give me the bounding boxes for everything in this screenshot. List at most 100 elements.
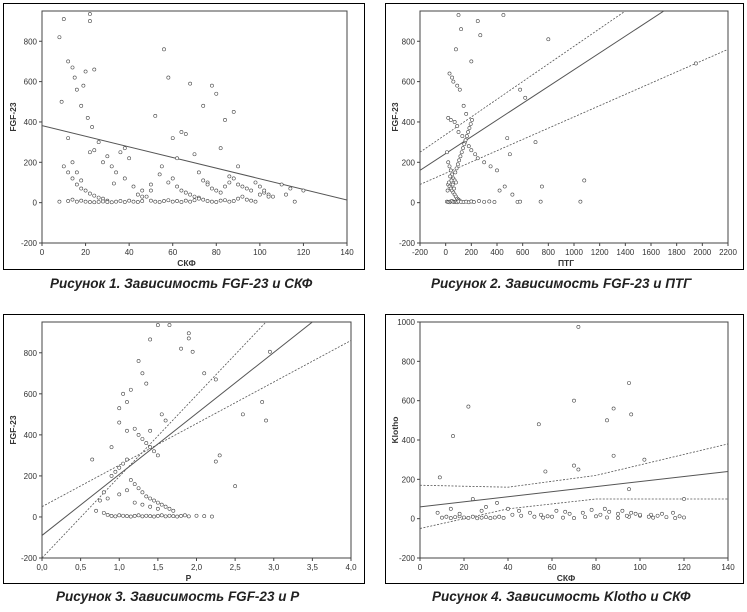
data-point	[140, 188, 145, 193]
data-point	[583, 515, 587, 519]
y-tick-label: -200	[21, 554, 38, 563]
y-tick-label: -200	[399, 239, 416, 248]
data-point	[140, 371, 145, 376]
data-point	[162, 199, 166, 203]
data-point	[455, 162, 460, 167]
data-point	[192, 198, 197, 203]
data-point	[167, 506, 172, 511]
data-point	[122, 200, 127, 204]
data-point	[227, 180, 232, 185]
data-point	[132, 500, 137, 505]
data-point	[214, 91, 219, 96]
data-point	[510, 512, 515, 517]
data-point	[114, 170, 118, 175]
data-point	[188, 192, 193, 197]
data-point	[605, 515, 609, 520]
data-point	[192, 194, 197, 199]
data-point	[83, 69, 88, 74]
y-tick-label: 0	[33, 513, 38, 522]
data-point	[435, 510, 440, 515]
data-point	[179, 130, 184, 134]
data-point	[572, 398, 576, 403]
data-point	[217, 453, 222, 458]
y-tick-label: 400	[24, 118, 38, 127]
data-point	[473, 152, 478, 157]
data-point	[140, 490, 145, 495]
data-point	[279, 182, 284, 187]
data-point	[502, 184, 507, 189]
y-axis-label: FGF-23	[8, 415, 18, 445]
x-tick-label: 3,5	[307, 563, 319, 572]
data-point	[186, 514, 191, 519]
data-point	[594, 514, 598, 519]
data-point	[159, 513, 164, 518]
data-point	[125, 514, 129, 519]
data-point	[487, 199, 492, 204]
data-point	[538, 199, 543, 204]
data-point	[464, 134, 469, 138]
x-tick-label: 20	[81, 248, 90, 257]
data-point	[470, 497, 475, 501]
data-point	[194, 513, 199, 518]
data-point	[66, 199, 71, 203]
y-tick-label: -200	[21, 239, 38, 248]
data-point	[447, 164, 452, 169]
data-point	[677, 514, 682, 519]
data-point	[149, 182, 153, 187]
y-tick-label: 0	[411, 199, 416, 208]
data-point	[563, 509, 568, 514]
data-point	[506, 506, 510, 511]
data-point	[205, 182, 210, 187]
data-point	[450, 182, 455, 187]
x-tick-label: 800	[542, 248, 556, 257]
y-axis-label: FGF-23	[8, 102, 18, 132]
data-point	[470, 118, 474, 122]
data-point	[171, 514, 176, 519]
data-point	[170, 199, 175, 204]
data-point	[454, 180, 458, 185]
data-point	[580, 510, 585, 515]
x-axis-label: СКФ	[557, 573, 575, 583]
y-tick-label: 800	[24, 37, 38, 46]
data-point	[66, 59, 71, 64]
data-point	[543, 469, 548, 474]
plot-frame	[419, 10, 729, 244]
data-point	[92, 67, 97, 72]
x-tick-label: 200	[465, 248, 479, 257]
data-point	[440, 515, 444, 520]
data-point	[607, 509, 612, 514]
data-point	[540, 184, 544, 189]
data-point	[136, 359, 141, 363]
y-tick-label: 200	[24, 472, 38, 481]
data-point	[170, 176, 175, 181]
data-point	[227, 199, 232, 204]
plot-frame	[419, 321, 729, 559]
data-point	[88, 150, 92, 155]
data-point	[227, 174, 232, 179]
data-point	[163, 514, 168, 519]
x-tick-label: 80	[592, 563, 601, 572]
data-point	[448, 118, 453, 122]
data-point	[152, 498, 156, 503]
data-point	[144, 194, 149, 199]
data-point	[249, 188, 254, 193]
data-point	[109, 200, 114, 205]
x-axis-label: СКФ	[177, 258, 195, 268]
data-point	[131, 184, 136, 189]
data-point	[532, 514, 537, 519]
y-tick-label: -200	[399, 554, 416, 563]
data-point	[642, 457, 647, 462]
data-point	[155, 323, 160, 327]
data-point	[461, 103, 466, 108]
data-point	[101, 199, 105, 204]
data-point	[448, 516, 453, 520]
data-point	[213, 459, 218, 464]
data-point	[464, 111, 469, 116]
data-point	[210, 514, 214, 519]
data-point	[135, 200, 140, 204]
data-point	[117, 420, 122, 425]
data-point	[231, 176, 236, 181]
data-point	[572, 463, 576, 468]
data-point	[457, 87, 462, 92]
x-tick-label: -200	[412, 248, 429, 257]
